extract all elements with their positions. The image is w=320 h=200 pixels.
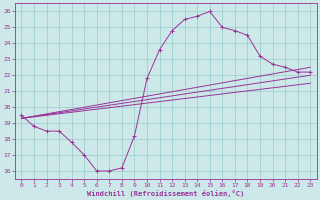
X-axis label: Windchill (Refroidissement éolien,°C): Windchill (Refroidissement éolien,°C)	[87, 190, 244, 197]
